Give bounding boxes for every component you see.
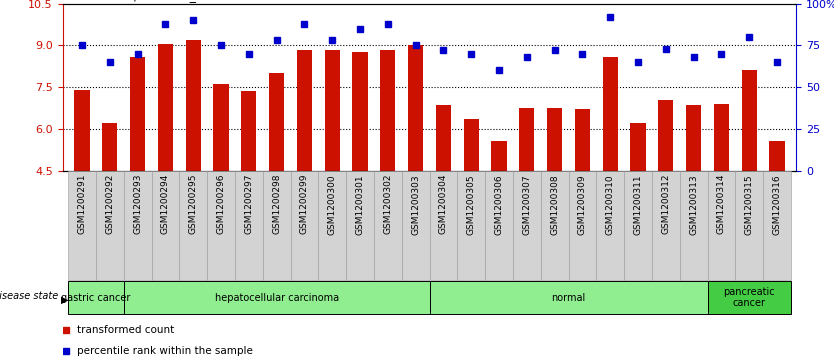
Text: GSM1200315: GSM1200315 [745,174,754,234]
Text: percentile rank within the sample: percentile rank within the sample [78,346,253,356]
Text: GSM1200298: GSM1200298 [272,174,281,234]
Bar [408,45,423,171]
Bar [179,171,207,280]
Bar [158,44,173,171]
Bar [707,171,736,280]
Text: ▶: ▶ [61,294,68,305]
Bar [352,52,368,171]
Text: GSM1200313: GSM1200313 [689,174,698,234]
Bar [130,57,145,171]
Bar [485,171,513,280]
Text: GSM1200302: GSM1200302 [384,174,392,234]
Bar [575,109,590,171]
Bar [435,105,451,171]
Bar [540,171,569,280]
Bar [123,171,152,280]
Bar [152,171,179,280]
Text: GSM1200304: GSM1200304 [439,174,448,234]
Bar [290,171,319,280]
Bar [652,171,680,280]
Bar [319,171,346,280]
Text: GSM1200312: GSM1200312 [661,174,671,234]
Text: GSM1200303: GSM1200303 [411,174,420,234]
Bar [374,171,402,280]
Text: pancreatic
cancer: pancreatic cancer [723,287,775,309]
Bar [763,171,791,280]
Bar [402,171,430,280]
Text: GSM1200316: GSM1200316 [772,174,781,234]
Bar [769,141,785,171]
Text: disease state: disease state [0,291,58,301]
Text: GSM1200292: GSM1200292 [105,174,114,234]
Bar [714,104,729,171]
Text: GSM1200305: GSM1200305 [467,174,475,234]
Bar [68,171,96,280]
Bar [430,281,707,314]
Bar [297,50,312,171]
Bar [235,171,263,280]
Text: transformed count: transformed count [78,325,174,335]
Text: GSM1200297: GSM1200297 [244,174,254,234]
Bar [185,40,201,171]
Bar [241,91,256,171]
Bar [569,171,596,280]
Text: GSM1200293: GSM1200293 [133,174,142,234]
Bar [207,171,235,280]
Bar [680,171,707,280]
Text: GSM1200306: GSM1200306 [495,174,504,234]
Bar [96,171,123,280]
Text: normal: normal [551,293,585,303]
Bar [380,50,395,171]
Bar [736,171,763,280]
Bar [741,70,757,171]
Text: GSM1200308: GSM1200308 [550,174,559,234]
Bar [519,108,535,171]
Text: GSM1200299: GSM1200299 [300,174,309,234]
Bar [658,100,674,171]
Bar [686,105,701,171]
Text: GSM1200296: GSM1200296 [217,174,225,234]
Bar [102,123,118,171]
Bar [491,141,507,171]
Bar [324,50,340,171]
Text: GSM1200301: GSM1200301 [355,174,364,234]
Bar [457,171,485,280]
Text: GSM1200311: GSM1200311 [634,174,642,234]
Bar [269,73,284,171]
Bar [596,171,624,280]
Bar [464,119,479,171]
Bar [214,84,229,171]
Text: GSM1200307: GSM1200307 [522,174,531,234]
Text: GSM1200295: GSM1200295 [188,174,198,234]
Bar [631,123,646,171]
Bar [346,171,374,280]
Text: GSM1200300: GSM1200300 [328,174,337,234]
Text: GSM1200310: GSM1200310 [605,174,615,234]
Text: hepatocellular carcinoma: hepatocellular carcinoma [214,293,339,303]
Text: gastric cancer: gastric cancer [61,293,131,303]
Bar [602,57,618,171]
Text: GDS4882 / 219467_at: GDS4882 / 219467_at [71,0,208,2]
Text: GSM1200314: GSM1200314 [717,174,726,234]
Bar [547,108,562,171]
Text: GSM1200309: GSM1200309 [578,174,587,234]
Bar [68,281,123,314]
Bar [430,171,457,280]
Bar [123,281,430,314]
Text: GSM1200291: GSM1200291 [78,174,87,234]
Bar [263,171,290,280]
Bar [74,90,90,171]
Bar [513,171,540,280]
Text: GSM1200294: GSM1200294 [161,174,170,234]
Bar [624,171,652,280]
Bar [707,281,791,314]
